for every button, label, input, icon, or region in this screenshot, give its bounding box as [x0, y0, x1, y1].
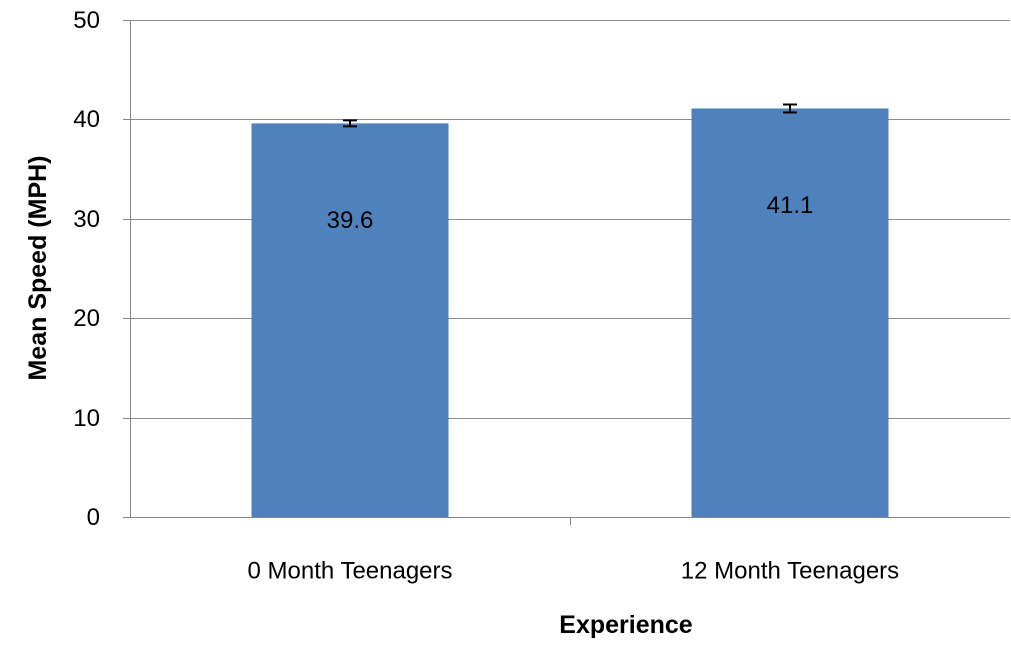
bar-1	[251, 123, 449, 517]
bar-2	[691, 108, 889, 517]
y-tick-label-40: 40	[73, 106, 100, 133]
error-bars	[343, 103, 797, 128]
x-tick-label-1: 0 Month Teenagers	[247, 558, 452, 585]
data-labels: 39.6 41.1	[327, 192, 814, 234]
x-axis-label: Experience	[559, 611, 693, 639]
y-tick-label-0: 0	[87, 504, 100, 531]
y-tick-label-10: 10	[73, 405, 100, 432]
y-tick-label-30: 30	[73, 206, 100, 233]
bars	[251, 108, 889, 517]
axes	[123, 20, 1010, 525]
y-tick-label-50: 50	[73, 7, 100, 34]
y-tick-label-20: 20	[73, 305, 100, 332]
x-tick-label-2: 12 Month Teenagers	[681, 558, 899, 585]
y-axis-label: Mean Speed (MPH)	[24, 155, 52, 380]
data-label-2: 41.1	[767, 192, 814, 219]
data-label-1: 39.6	[327, 207, 374, 234]
tick-labels: 0 10 20 30 40 50 0 Month Teenagers 12 Month Tee…	[73, 7, 899, 585]
